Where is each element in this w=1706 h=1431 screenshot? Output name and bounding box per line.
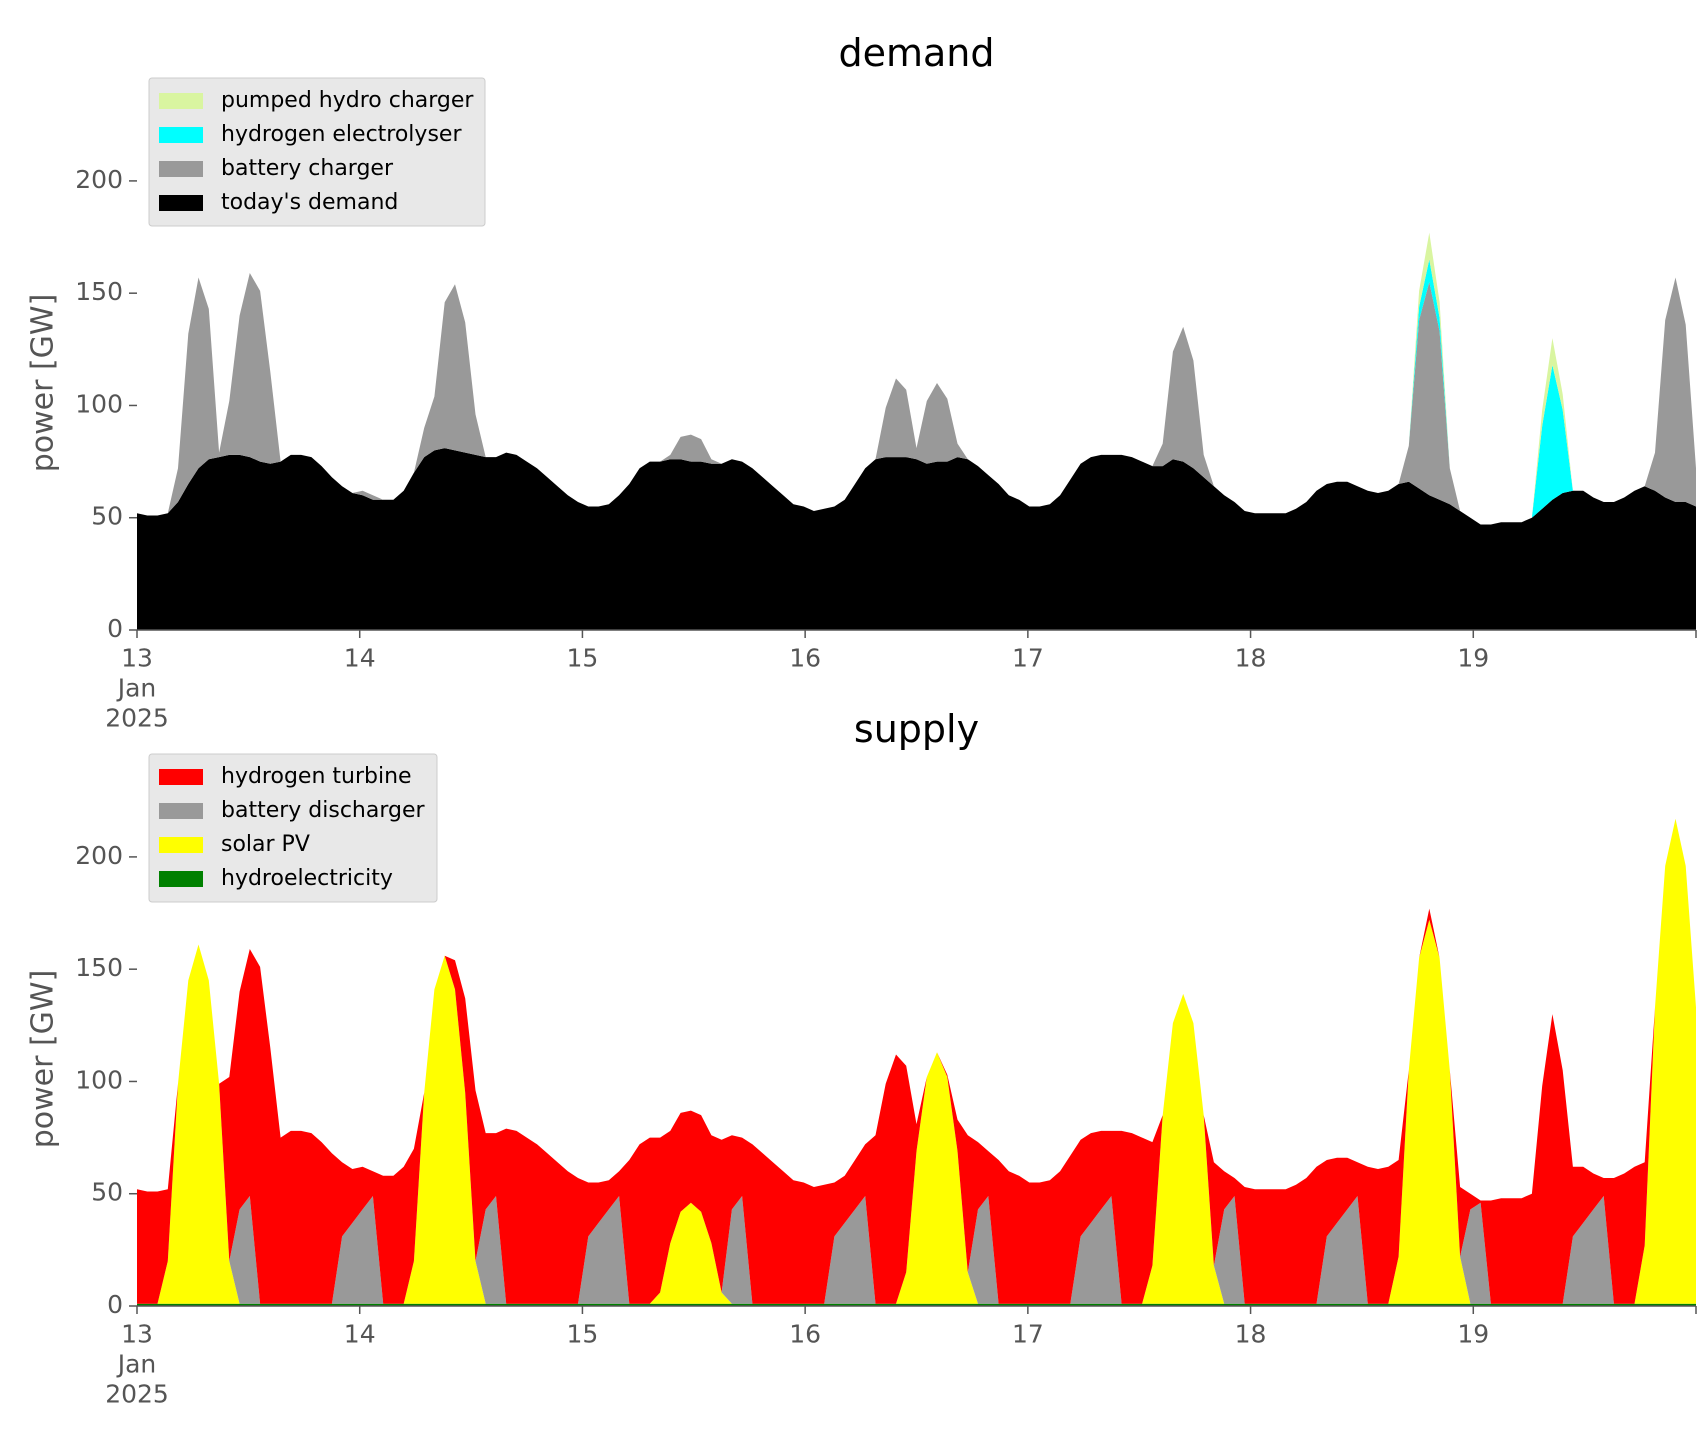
y-tick-label: 100: [75, 1065, 123, 1094]
x-tick-label: 13: [121, 1319, 153, 1348]
area-series-battery-charger: [137, 273, 1696, 525]
legend-label: pumped hydro charger: [221, 88, 474, 113]
x-tick-label: 14: [344, 1319, 376, 1348]
x-tick-sublabel: 2025: [105, 1379, 169, 1408]
y-tick-label: 150: [75, 277, 123, 306]
x-tick-label: 18: [1235, 643, 1267, 672]
x-tick-label: 19: [1457, 643, 1489, 672]
y-tick-label: 200: [75, 165, 123, 194]
x-tick-label: 15: [567, 1319, 599, 1348]
legend-swatch: [159, 803, 203, 819]
x-tick-label: 16: [789, 1319, 821, 1348]
x-tick-label: 19: [1457, 1319, 1489, 1348]
legend-label: battery discharger: [221, 798, 426, 823]
x-tick-label: 13: [121, 643, 153, 672]
y-tick-label: 100: [75, 389, 123, 418]
x-tick-label: 14: [344, 643, 376, 672]
legend-label: today's demand: [221, 190, 398, 215]
legend-box: [148, 77, 486, 227]
legend-swatch: [159, 93, 203, 109]
x-tick-label: 16: [789, 643, 821, 672]
legend-label: solar PV: [221, 832, 310, 857]
y-tick-label: 0: [107, 1290, 123, 1319]
y-axis-label: power [GW]: [26, 970, 61, 1149]
x-tick-sublabel: Jan: [116, 1349, 157, 1378]
chart-title: demand: [838, 31, 994, 75]
x-tick-label: 17: [1012, 1319, 1044, 1348]
x-tick-sublabel: Jan: [116, 673, 157, 702]
y-tick-label: 200: [75, 841, 123, 870]
legend-swatch: [159, 769, 203, 785]
area-series-hydrogen-turbine: [137, 818, 1696, 1304]
x-tick-label: 17: [1012, 643, 1044, 672]
area-series-today-s-demand: [137, 448, 1696, 630]
y-tick-label: 0: [107, 614, 123, 643]
legend-label: battery charger: [221, 156, 394, 181]
legend-box: [148, 753, 438, 903]
legend-label: hydrogen electrolyser: [221, 122, 462, 147]
legend-label: hydroelectricity: [221, 866, 393, 891]
legend-label: hydrogen turbine: [221, 764, 412, 789]
y-tick-label: 50: [91, 502, 123, 531]
legend-swatch: [159, 127, 203, 143]
chart-title: supply: [854, 707, 979, 751]
legend-swatch: [159, 195, 203, 211]
legend-swatch: [159, 837, 203, 853]
area-series-hydrogen-electrolyser: [137, 259, 1696, 525]
area-series-solar-pv: [137, 818, 1696, 1304]
x-tick-label: 15: [567, 643, 599, 672]
legend-swatch: [159, 161, 203, 177]
x-tick-label: 18: [1235, 1319, 1267, 1348]
y-axis-label: power [GW]: [26, 294, 61, 473]
y-tick-label: 50: [91, 1178, 123, 1207]
y-tick-label: 150: [75, 953, 123, 982]
x-tick-sublabel: 2025: [105, 703, 169, 732]
legend-swatch: [159, 871, 203, 887]
